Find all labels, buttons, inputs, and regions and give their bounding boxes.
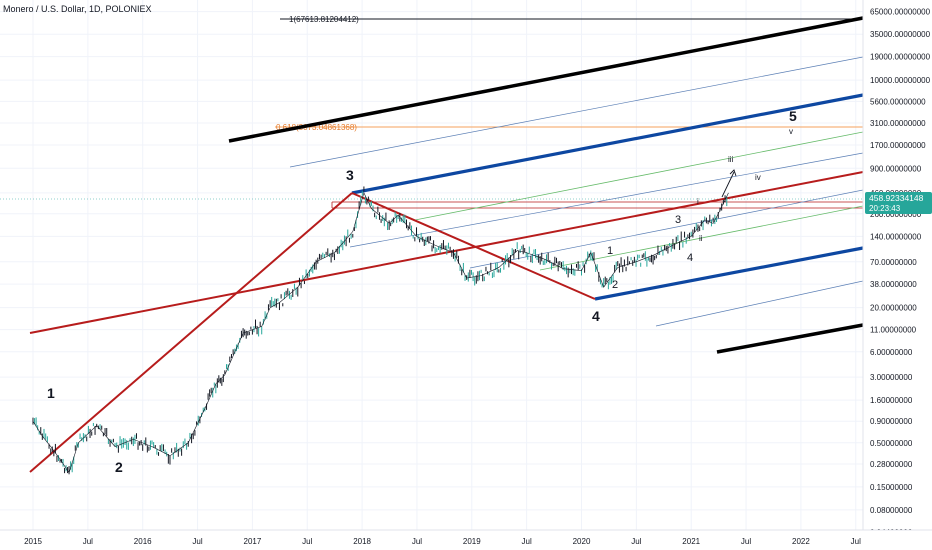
price-series — [32, 186, 729, 475]
price-tick-label: 70.00000000 — [870, 258, 917, 267]
price-tick-label: 1700.00000000 — [870, 141, 926, 150]
time-tick-label: 2019 — [463, 537, 481, 546]
price-tick-label: 38.00000000 — [870, 280, 917, 289]
wave-label-5: 5 — [789, 108, 797, 124]
time-tick-label: 2021 — [682, 537, 700, 546]
price-tick-label: 19000.00000000 — [870, 53, 931, 62]
chart-title: Monero / U.S. Dollar, 1D, POLONIEX — [3, 4, 152, 14]
projection-arrow — [721, 169, 737, 198]
wave-label-3: 3 — [346, 167, 354, 183]
time-axis[interactable] — [0, 530, 932, 550]
price-tick-label: 11.00000000 — [870, 326, 917, 335]
wave-label-4: 4 — [592, 308, 600, 324]
time-tick-label: Jul — [412, 537, 422, 546]
price-tick-label: 35000.00000000 — [870, 30, 931, 39]
price-tick-label: 0.08000000 — [870, 506, 913, 515]
price-tick-label: 260.00000000 — [870, 210, 922, 219]
minor-wave-label-iv: iv — [755, 173, 761, 182]
subwave-label-2: 2 — [612, 279, 618, 291]
price-tick-label: 6.00000000 — [870, 348, 913, 357]
price-tick-label: 65000.00000000 — [870, 8, 931, 17]
wave-label-2: 2 — [115, 459, 123, 475]
red-wave-1-3-line — [29, 192, 353, 473]
fib-level-0618-label: 0.618(3073.04861368) — [276, 123, 357, 132]
blue-channel-lower — [594, 246, 864, 301]
price-tick-label: 20.00000000 — [870, 304, 917, 313]
minor-wave-label-i: i — [697, 197, 699, 206]
price-tick-label: 3.00000000 — [870, 373, 913, 382]
blue-channel-upper — [351, 93, 864, 195]
time-tick-label: Jul — [522, 537, 532, 546]
price-tick-label: 0.28000000 — [870, 460, 913, 469]
price-axis-labels: 120000.0000000065000.0000000035000.00000… — [870, 8, 931, 537]
subwave-label-3: 3 — [675, 214, 681, 226]
thin-channel-lines — [289, 56, 864, 327]
time-tick-label: 2022 — [792, 537, 810, 546]
price-tick-label: 10000.00000000 — [870, 76, 931, 85]
time-tick-label: 2017 — [244, 537, 262, 546]
black-channel-lower — [716, 323, 864, 354]
price-tick-label: 5600.00000000 — [870, 97, 926, 106]
wave-label-1: 1 — [47, 385, 55, 401]
time-tick-label: 2018 — [353, 537, 371, 546]
black-channel-upper — [228, 16, 864, 143]
time-tick-label: Jul — [302, 537, 312, 546]
price-tick-label: 3100.00000000 — [870, 119, 926, 128]
price-tick-label: 0.50000000 — [870, 439, 913, 448]
subwave-label-4: 4 — [687, 252, 693, 264]
time-tick-label: 2015 — [24, 537, 42, 546]
price-tick-label: 140.00000000 — [870, 232, 922, 241]
price-tick-label: 0.15000000 — [870, 483, 913, 492]
fib-level-1-label: 1(67613.81204412) — [289, 15, 359, 24]
price-tick-label: 0.90000000 — [870, 417, 913, 426]
time-tick-label: 2016 — [134, 537, 152, 546]
current-price-tag — [865, 192, 932, 214]
minor-wave-label-v: v — [789, 127, 793, 136]
time-tick-label: 2020 — [573, 537, 591, 546]
price-tick-label: 1.60000000 — [870, 396, 913, 405]
current-price-countdown: 20:23:43 — [869, 204, 901, 213]
time-tick-label: Jul — [83, 537, 93, 546]
price-axis[interactable] — [863, 0, 932, 530]
time-axis-labels: 2015 Jul 2016 Jul 2017 Jul 2018 Jul 2019 Jul 2020 J… — [24, 537, 861, 546]
price-tick-label: 900.00000000 — [870, 164, 922, 173]
time-tick-label: Jul — [631, 537, 641, 546]
subwave-label-1: 1 — [607, 245, 613, 257]
time-tick-label: Jul — [741, 537, 751, 546]
current-price-value: 458.92334148 — [869, 193, 924, 203]
time-tick-label: Jul — [851, 537, 861, 546]
time-tick-label: Jul — [192, 537, 202, 546]
minor-wave-label-ii: ii — [699, 234, 703, 243]
vertical-grid — [32, 0, 857, 530]
minor-wave-label-iii: iii — [728, 155, 734, 164]
price-line — [32, 192, 729, 474]
red-wave-3-4-line — [351, 192, 596, 300]
